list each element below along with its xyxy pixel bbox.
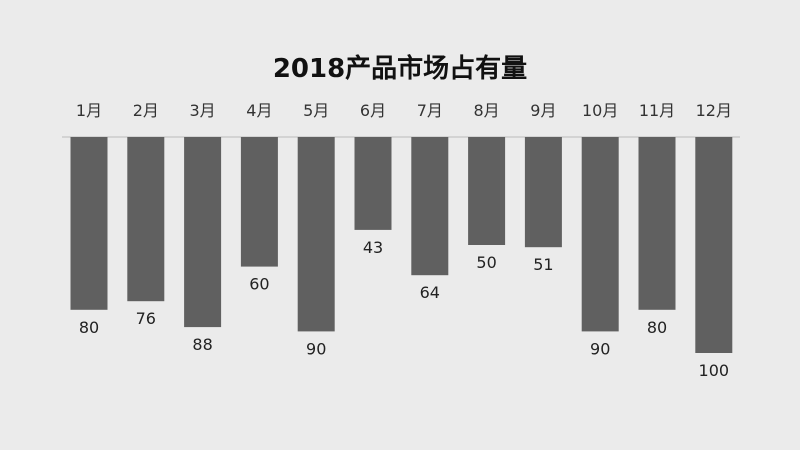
x-tick-label: 5月 [303, 101, 329, 120]
data-label: 100 [699, 361, 730, 380]
x-tick-label: 7月 [417, 101, 443, 120]
bar-4 [240, 137, 278, 267]
x-tick-label: 9月 [530, 101, 556, 120]
data-label: 43 [363, 238, 383, 257]
bar-8 [468, 137, 506, 245]
x-tick-label: 11月 [639, 101, 675, 120]
data-label: 90 [590, 339, 610, 358]
data-label: 76 [136, 309, 156, 328]
data-label: 90 [306, 339, 326, 358]
data-label: 80 [79, 318, 99, 337]
bar-2 [127, 137, 165, 302]
bars-layer [70, 137, 733, 353]
x-tick-label: 12月 [696, 101, 732, 120]
bar-10 [581, 137, 619, 332]
data-label: 80 [647, 318, 667, 337]
tick-labels-layer: 1月 2月 3月 4月 5月 6月 7月 8月 9月 10月 11月 12月 [76, 101, 732, 120]
data-label: 64 [420, 283, 440, 302]
data-label: 51 [533, 255, 553, 274]
x-tick-label: 1月 [76, 101, 102, 120]
data-label: 88 [192, 335, 212, 354]
x-tick-label: 10月 [582, 101, 618, 120]
bar-6 [354, 137, 392, 230]
bar-12 [695, 137, 733, 353]
x-tick-label: 8月 [474, 101, 500, 120]
bar-7 [411, 137, 449, 276]
data-label: 50 [476, 253, 496, 272]
chart-title: 2018产品市场占有量 [272, 54, 528, 84]
data-label: 60 [249, 275, 269, 294]
value-labels-layer: 80 76 88 60 90 43 64 50 51 90 80 100 [79, 238, 729, 380]
bar-3 [184, 137, 222, 328]
x-tick-label: 6月 [360, 101, 386, 120]
x-tick-label: 2月 [133, 101, 159, 120]
bar-11 [638, 137, 676, 310]
x-tick-label: 4月 [246, 101, 272, 120]
bar-1 [70, 137, 108, 310]
bar-5 [297, 137, 335, 332]
bar-9 [524, 137, 562, 248]
x-tick-label: 3月 [190, 101, 216, 120]
